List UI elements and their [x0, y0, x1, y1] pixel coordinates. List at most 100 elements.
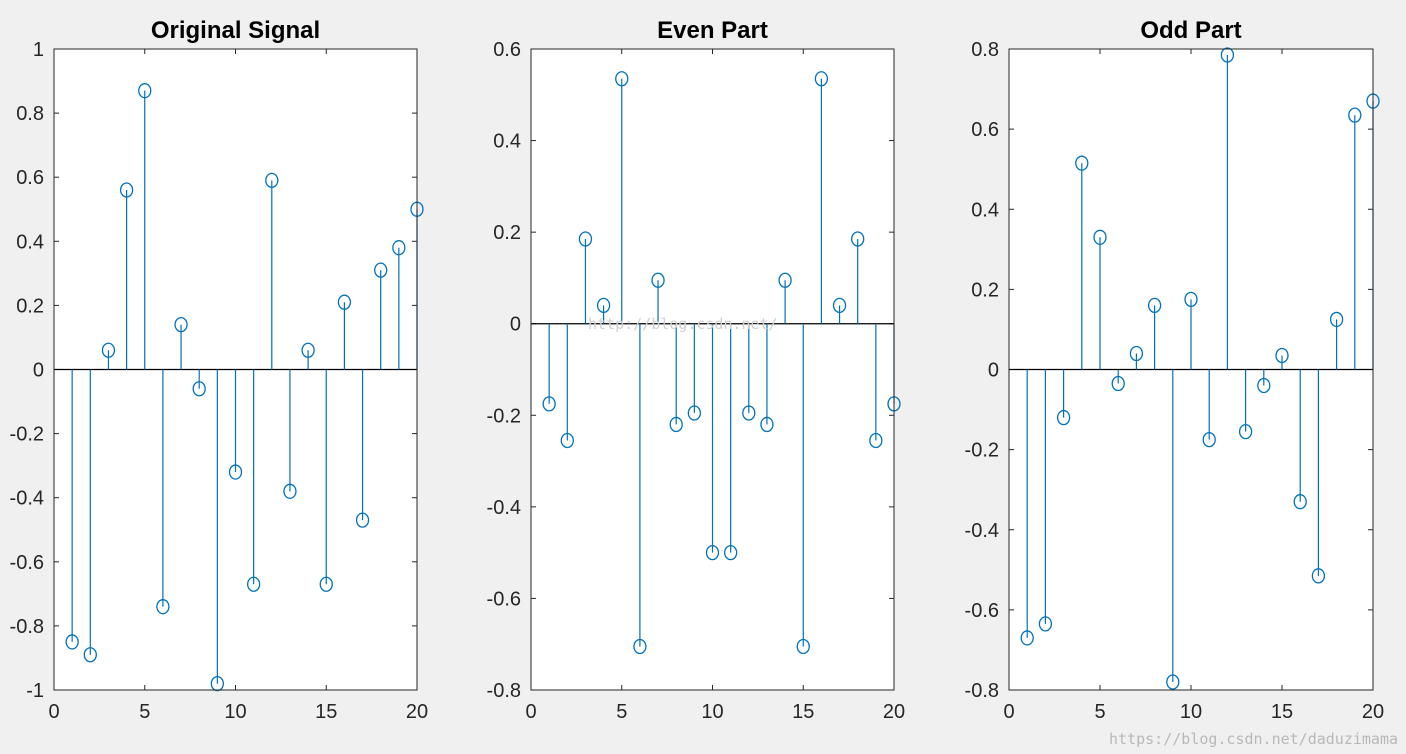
stem-marker [1202, 431, 1216, 448]
stem-marker [1129, 345, 1144, 362]
y-tick-label: -0.8 [487, 680, 521, 702]
x-tick-label: 5 [616, 701, 627, 723]
stem-marker [210, 675, 225, 692]
stem-marker [760, 416, 774, 433]
x-tick-label: 15 [792, 701, 814, 723]
x-tick-label: 5 [139, 701, 150, 723]
stem-marker [192, 381, 206, 397]
y-tick-label: 0.4 [493, 131, 521, 153]
x-tick-label: 10 [701, 701, 723, 723]
x-tick-labels: 0 5 10 15 20 [48, 701, 428, 723]
stem-marker [724, 544, 738, 561]
y-tick-labels: -1 -0.8 -0.6 -0.4 -0.2 0 0.2 0.4 0.6 0.8 1 [10, 39, 44, 702]
stem-marker [355, 512, 370, 528]
stem-marker [65, 634, 79, 650]
y-tick-label: -0.4 [10, 488, 44, 510]
y-tick-label: 0.8 [971, 39, 999, 61]
y-tick-label: 0 [988, 360, 999, 382]
stem-marker [1111, 375, 1125, 392]
stem-marker [246, 576, 261, 592]
x-tick-label: 20 [883, 701, 905, 723]
y-tick-label: 0.8 [16, 103, 44, 125]
stem-marker [319, 576, 333, 592]
stem-marker [1147, 297, 1162, 314]
stem-marker [851, 231, 865, 247]
x-tick-label: 15 [315, 701, 337, 723]
y-tick-label: -0.6 [10, 552, 44, 574]
stem-marker [119, 182, 134, 198]
stem-marker [1238, 423, 1253, 440]
stem-marker [1166, 674, 1180, 690]
stem-marker [814, 71, 829, 87]
y-tick-label: -0.6 [487, 588, 521, 610]
x-tick-labels: 0 5 10 15 20 [525, 701, 905, 723]
chart-title: Even Part [657, 17, 768, 44]
stem-marker [633, 638, 647, 655]
stem-marker [869, 432, 883, 449]
stem-marker [138, 83, 152, 99]
y-tick-label: -0.4 [965, 520, 999, 542]
y-tick-label: 0 [33, 360, 44, 382]
x-tick-label: 5 [1094, 701, 1105, 723]
watermark-corner: https://blog.csdn.net/daduzimama [1109, 730, 1398, 748]
stem-marker [615, 71, 629, 87]
stem-marker [83, 647, 97, 663]
stem-marker [705, 544, 720, 561]
x-tick-label: 20 [406, 701, 428, 723]
stem-marker [687, 405, 701, 421]
y-tick-label: 0.4 [16, 231, 44, 253]
axes-box [53, 48, 418, 691]
stem-marker [578, 231, 593, 247]
stem-marker [1348, 107, 1362, 123]
x-tick-label: 10 [1180, 701, 1202, 723]
stem-marker [1184, 291, 1198, 308]
watermark-center: http://blog.csdn.net/ [588, 315, 778, 333]
axes-box [530, 48, 895, 691]
stem-marker [1293, 494, 1307, 510]
y-tick-labels: -0.8 -0.6 -0.4 -0.2 0 0.2 0.4 0.6 0.8 [965, 39, 999, 702]
y-tick-label: 0.2 [971, 279, 999, 301]
chart-title: Original Signal [151, 17, 320, 44]
x-tick-label: 15 [1271, 701, 1293, 723]
x-tick-label: 0 [1003, 701, 1014, 723]
stem-marker [542, 396, 556, 412]
stem-marker [1311, 568, 1326, 584]
y-tick-label: -0.2 [10, 424, 44, 446]
chart-title: Odd Part [1140, 17, 1241, 44]
stem-marker [392, 240, 406, 256]
stem-marker [1056, 409, 1071, 426]
stem-marker [560, 432, 574, 449]
y-tick-label: -0.8 [965, 680, 999, 702]
stem-marker [742, 405, 756, 421]
stem-marker [174, 316, 188, 333]
stem-marker [832, 297, 847, 314]
y-tick-label: 0.6 [16, 167, 44, 189]
axes-box [1008, 48, 1374, 691]
stem-marker [1220, 47, 1235, 63]
stem-marker [796, 638, 810, 655]
y-tick-label: -0.6 [965, 600, 999, 622]
stem-marker [101, 342, 116, 358]
stem-marker [1329, 311, 1344, 328]
stem-series [542, 71, 901, 655]
stem-marker [596, 297, 611, 314]
y-tick-label: 0 [510, 314, 521, 336]
y-tick-label: 1 [33, 39, 44, 61]
x-tick-labels: 0 5 10 15 20 [1003, 701, 1384, 723]
chart-even-part: -0.8 -0.6 -0.4 -0.2 0 0.2 0.4 0.6 0 5 10 15 20 Even… [487, 17, 906, 723]
y-tick-label: -0.8 [10, 616, 44, 638]
stem-marker [301, 342, 315, 358]
y-tick-label: -0.2 [965, 440, 999, 462]
stem-marker [337, 294, 352, 310]
y-tick-label: 0.4 [971, 199, 999, 221]
y-tick-labels: -0.8 -0.6 -0.4 -0.2 0 0.2 0.4 0.6 [487, 39, 521, 702]
chart-original-signal: -1 -0.8 -0.6 -0.4 -0.2 0 0.2 0.4 0.6 0.8 1 0 5 10 15 2… [10, 17, 429, 723]
x-tick-label: 10 [224, 701, 246, 723]
stem-marker [1275, 347, 1289, 364]
stem-marker [265, 172, 279, 189]
stem-marker [1075, 155, 1089, 171]
y-tick-label: 0.2 [493, 222, 521, 244]
stem-marker [374, 262, 388, 278]
stem-marker [283, 483, 297, 499]
